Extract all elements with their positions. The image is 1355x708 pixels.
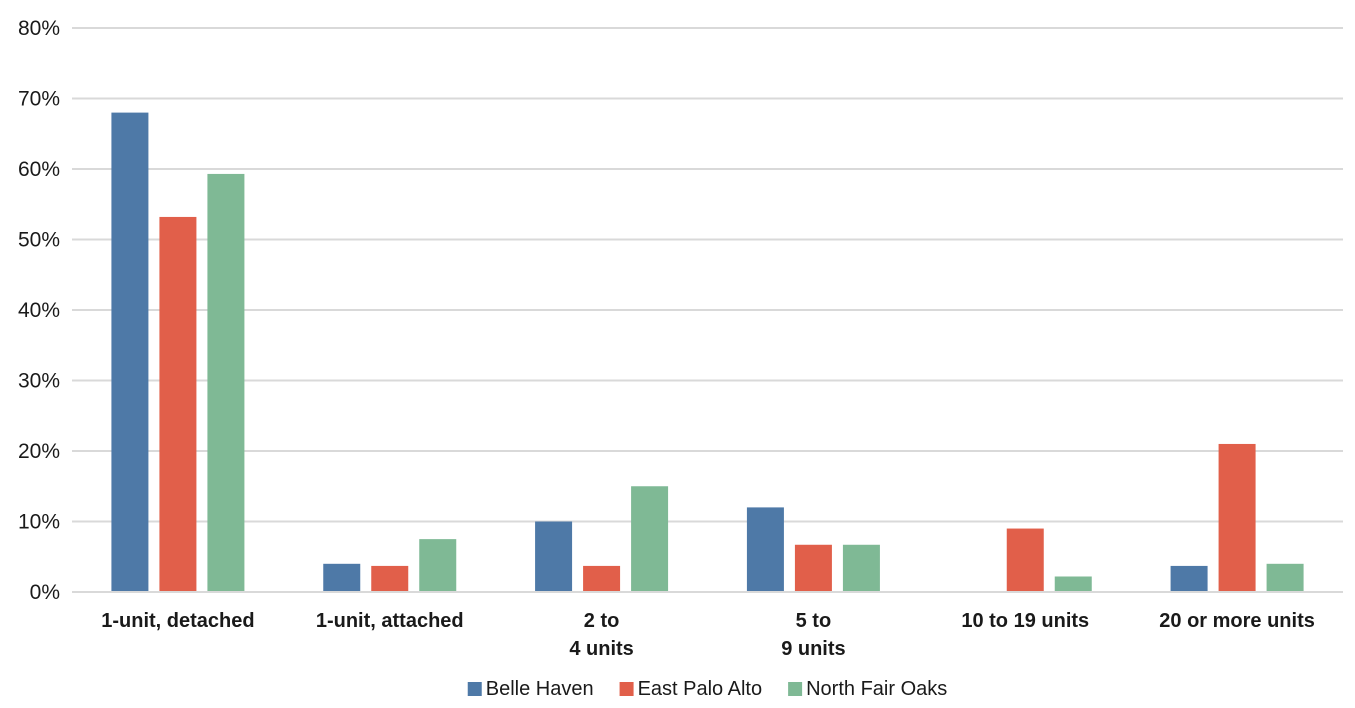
x-tick-label: 20 or more units: [1159, 610, 1315, 632]
x-tick-label: 1-unit, attached: [316, 610, 464, 632]
legend-item: Belle Haven: [467, 678, 594, 700]
y-tick-label: 60%: [18, 158, 60, 181]
y-tick-label: 10%: [18, 511, 60, 534]
bar: [419, 539, 457, 592]
y-tick-label: 50%: [18, 229, 60, 252]
legend-label: East Palo Alto: [638, 678, 763, 700]
x-tick-label: 9 units: [781, 638, 845, 660]
bar: [535, 521, 573, 592]
y-tick-label: 30%: [18, 370, 60, 393]
y-axis: 0% 10% 20% 30% 40% 50% 60% 70% 80%: [18, 17, 60, 604]
bar: [794, 544, 832, 592]
y-tick-label: 80%: [18, 17, 60, 40]
x-axis: 1-unit, detached 1-unit, attached 2 to 4 un…: [101, 610, 1315, 660]
y-tick-label: 40%: [18, 299, 60, 322]
y-tick-label: 20%: [18, 440, 60, 463]
legend-swatch: [467, 682, 482, 696]
legend-item: East Palo Alto: [619, 678, 763, 700]
y-tick-label: 0%: [30, 581, 60, 604]
legend-label: North Fair Oaks: [806, 678, 947, 700]
legend-item: North Fair Oaks: [788, 678, 947, 700]
bar: [1218, 443, 1256, 592]
bar: [1006, 528, 1044, 592]
x-tick-label: 2 to: [584, 610, 620, 632]
bar: [746, 507, 784, 592]
bar: [207, 173, 245, 592]
legend-swatch: [619, 682, 634, 696]
bar: [842, 544, 880, 592]
bar: [631, 486, 669, 592]
legend: Belle Haven East Palo Alto North Fair Oaks: [467, 678, 947, 700]
gridlines: [72, 27, 1343, 523]
bar: [159, 216, 197, 592]
bar: [1170, 565, 1208, 592]
bar: [371, 565, 409, 592]
bar: [583, 565, 621, 592]
legend-swatch: [788, 682, 803, 696]
x-tick-label: 10 to 19 units: [961, 610, 1089, 632]
bar: [323, 563, 361, 592]
y-tick-label: 70%: [18, 88, 60, 111]
x-tick-label: 4 units: [569, 638, 633, 660]
bars: [111, 112, 1304, 592]
x-tick-label: 5 to: [796, 610, 832, 632]
legend-label: Belle Haven: [486, 678, 594, 700]
x-tick-label: 1-unit, detached: [101, 610, 254, 632]
bar: [1266, 563, 1304, 592]
bar: [111, 112, 149, 592]
bar: [1054, 576, 1092, 592]
